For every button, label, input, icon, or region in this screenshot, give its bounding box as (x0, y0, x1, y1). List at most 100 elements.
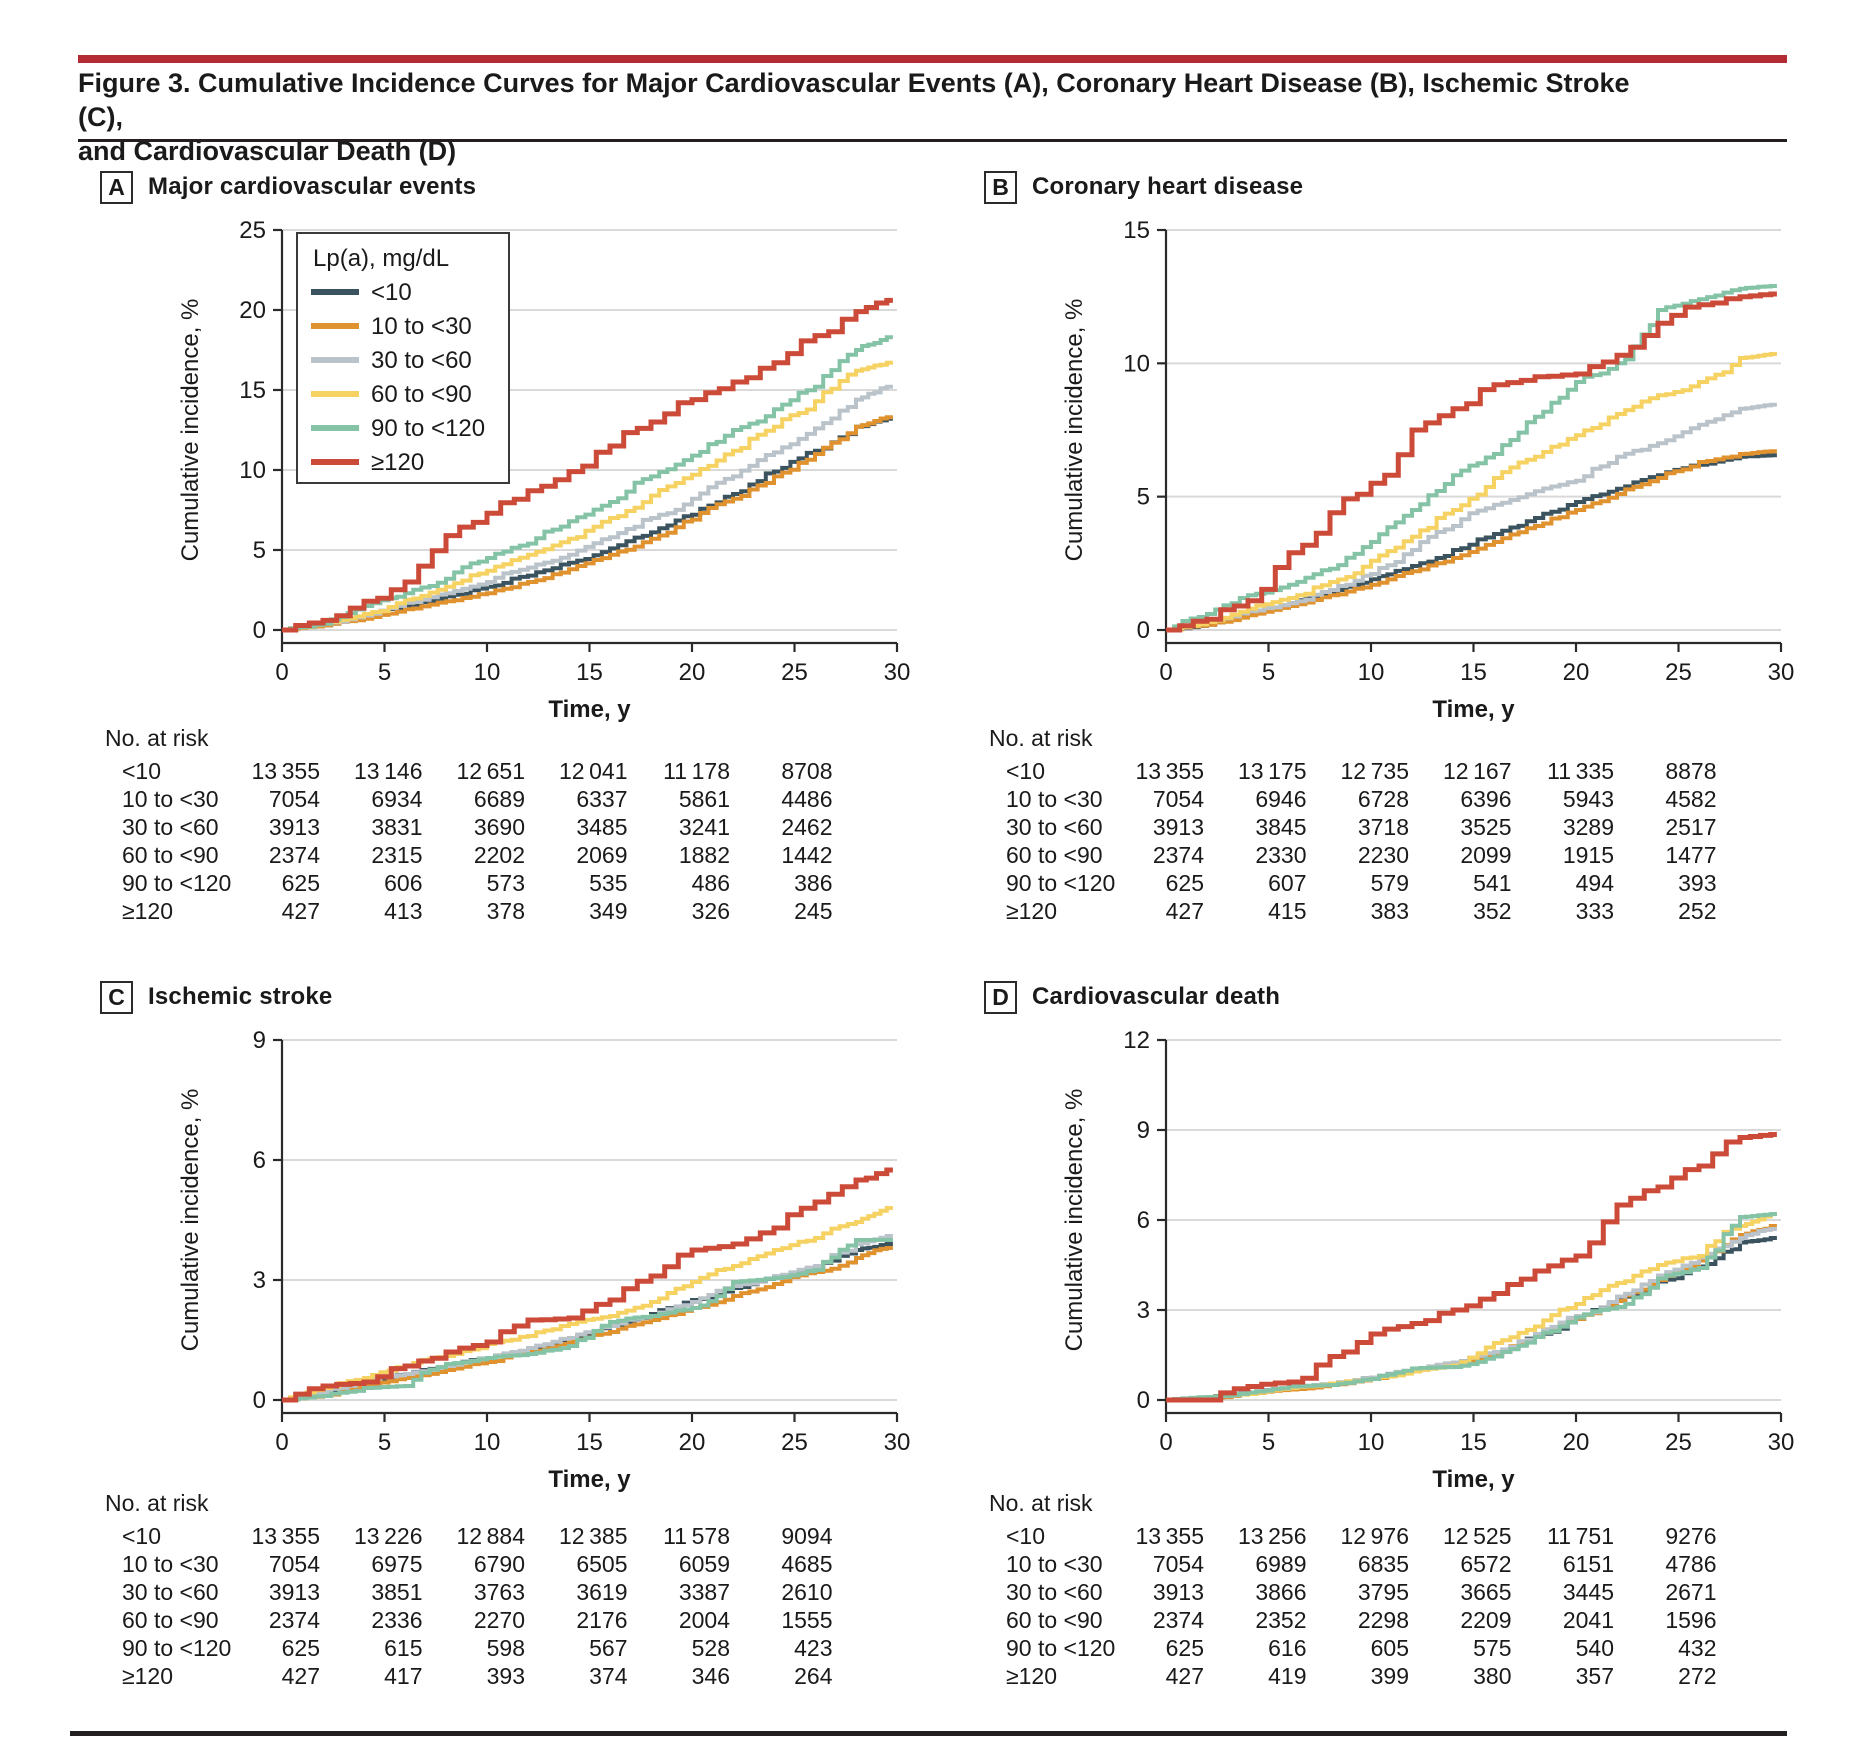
risk-cell: 598 (486, 1635, 525, 1661)
risk-cell: 3690 (473, 814, 525, 840)
km-curve-5 (1166, 284, 1777, 632)
km-curve-5 (1166, 1212, 1777, 1402)
risk-cell: 13 355 (251, 758, 320, 784)
risk-cell: 6728 (1357, 786, 1409, 812)
risk-cell: 2230 (1357, 842, 1409, 868)
risk-cell: 423 (794, 1635, 833, 1661)
x-tick-label: 5 (1262, 1429, 1275, 1456)
risk-cell: 427 (1165, 898, 1204, 924)
risk-cell: 3795 (1357, 1579, 1409, 1605)
km-curve-2 (282, 415, 893, 632)
risk-cell: 579 (1370, 870, 1409, 896)
risk-cell: 2374 (268, 1607, 320, 1633)
risk-row-label: 90 to <120 (122, 870, 232, 896)
risk-cell: 2298 (1357, 1607, 1409, 1633)
risk-cell: 11 335 (1547, 758, 1614, 784)
y-axis-title: Cumulative incidence, % (1061, 1089, 1088, 1352)
risk-table-header: No. at risk (105, 725, 209, 751)
chart-ischemic-stroke: 0 3 6 9 0 5 10 15 20 25 30 Time, y Cumulative incide… (177, 1027, 911, 1493)
risk-cell: 346 (691, 1663, 730, 1689)
panel-a-header: A Major cardiovascular events (100, 170, 476, 204)
panel-b-title: Coronary heart disease (1032, 173, 1304, 200)
risk-cell: 11 751 (1547, 1523, 1614, 1549)
x-tick-label: 10 (474, 1429, 501, 1456)
risk-cell: 349 (589, 898, 628, 924)
risk-row-label: 90 to <120 (1006, 1635, 1116, 1661)
risk-cell: 12 651 (456, 758, 525, 784)
x-tick-label: 10 (474, 659, 501, 686)
risk-cell: 2315 (371, 842, 423, 868)
risk-cell: 7054 (1152, 1551, 1204, 1577)
x-tick-label: 5 (1262, 659, 1275, 686)
km-curve-6 (282, 1167, 893, 1403)
x-tick-label: 25 (1665, 659, 1692, 686)
risk-cell: 3913 (1152, 1579, 1204, 1605)
y-tick-label: 3 (1137, 1297, 1150, 1324)
legend-label: ≥120 (371, 449, 424, 476)
risk-cell: 3619 (576, 1579, 628, 1605)
panel-a-title: Major cardiovascular events (148, 173, 477, 200)
risk-cell: 3763 (473, 1579, 525, 1605)
x-axis-title: Time, y (548, 1466, 631, 1493)
x-tick-label: 30 (1768, 659, 1795, 686)
panel-a-letter: A (100, 170, 133, 204)
figure-title: Figure 3. Cumulative Incidence Curves fo… (78, 66, 1638, 168)
x-tick-label: 15 (1460, 659, 1487, 686)
risk-cell: 1477 (1665, 842, 1717, 868)
risk-cell: 6989 (1255, 1551, 1307, 1577)
y-tick-label: 10 (239, 457, 266, 484)
title-rule (78, 139, 1787, 142)
risk-cell: 3913 (268, 1579, 320, 1605)
risk-cell: 540 (1575, 1635, 1614, 1661)
panel-c-letter: C (100, 980, 133, 1014)
risk-cell: 5861 (678, 786, 730, 812)
km-curve-2 (1166, 449, 1777, 632)
y-tick-label: 9 (1137, 1117, 1150, 1144)
risk-cell: 8878 (1665, 758, 1717, 784)
risk-cell: 11 178 (663, 758, 730, 784)
risk-cell: 9094 (781, 1523, 833, 1549)
panel-d-letter: D (984, 980, 1017, 1014)
x-tick-label: 5 (378, 659, 391, 686)
risk-row-label: ≥120 (1006, 1663, 1057, 1689)
risk-row-label: 30 to <60 (1006, 814, 1103, 840)
risk-cell: 326 (691, 898, 730, 924)
risk-cell: 625 (1165, 1635, 1204, 1661)
risk-cell: 11 578 (663, 1523, 730, 1549)
risk-row-label: 90 to <120 (1006, 870, 1116, 896)
km-curve-5 (282, 1238, 893, 1402)
risk-cell: 573 (486, 870, 525, 896)
risk-cell: 393 (486, 1663, 525, 1689)
y-tick-label: 6 (253, 1147, 266, 1174)
risk-cell: 12 976 (1340, 1523, 1409, 1549)
risk-cell: 6505 (576, 1551, 628, 1577)
risk-cell: 7054 (268, 1551, 320, 1577)
accent-bar (78, 55, 1787, 63)
y-tick-label: 6 (1137, 1207, 1150, 1234)
risk-cell: 3718 (1357, 814, 1409, 840)
x-tick-label: 25 (781, 659, 808, 686)
risk-cell: 13 355 (1135, 758, 1204, 784)
km-curve-3 (1166, 402, 1777, 632)
risk-cell: 2041 (1562, 1607, 1614, 1633)
chart-cardiovascular-death: 0 3 6 9 12 0 5 10 15 20 25 30 Time, y Cumulative inci… (1061, 1027, 1794, 1493)
risk-cell: 9276 (1665, 1523, 1717, 1549)
risk-cell: 378 (486, 898, 525, 924)
panel-c-title: Ischemic stroke (148, 983, 333, 1010)
risk-cell: 3289 (1562, 814, 1614, 840)
x-tick-label: 5 (378, 1429, 391, 1456)
risk-row-label: ≥120 (122, 898, 173, 924)
x-tick-label: 30 (884, 1429, 911, 1456)
y-tick-label: 0 (1137, 1387, 1150, 1414)
risk-cell: 252 (1678, 898, 1717, 924)
y-axis-title: Cumulative incidence, % (1061, 299, 1088, 562)
risk-cell: 413 (384, 898, 423, 924)
risk-cell: 1596 (1665, 1607, 1717, 1633)
risk-cell: 2270 (473, 1607, 525, 1633)
risk-cell: 6151 (1562, 1551, 1614, 1577)
risk-cell: 2004 (678, 1607, 730, 1633)
risk-row-label: 10 to <30 (122, 786, 219, 812)
risk-cell: 6790 (473, 1551, 525, 1577)
legend-label: 30 to <60 (371, 347, 472, 374)
risk-row-label: 30 to <60 (122, 1579, 219, 1605)
